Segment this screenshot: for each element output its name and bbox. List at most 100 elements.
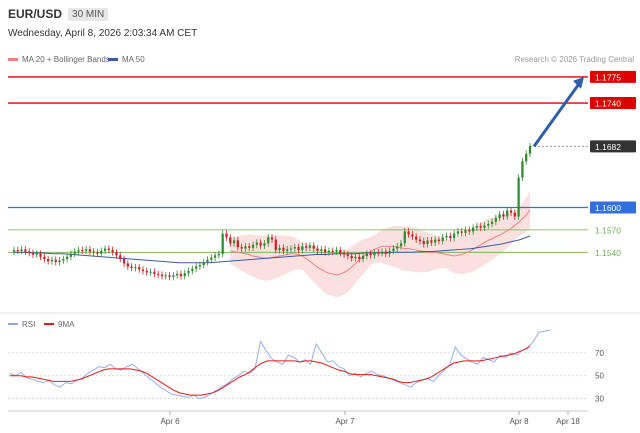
candle-body	[24, 249, 27, 252]
level-label-1.1540: 1.1540	[595, 248, 621, 258]
candle-body	[335, 250, 338, 252]
candle-body	[69, 253, 73, 257]
level-tag-1.1600	[590, 201, 636, 214]
candle-body	[358, 256, 361, 260]
candle-body	[134, 267, 137, 269]
candle-body	[160, 274, 164, 277]
candle-body	[153, 271, 156, 274]
candle-body	[39, 253, 42, 257]
candle-body	[471, 227, 475, 232]
candle-body	[244, 246, 247, 249]
candle-body	[502, 214, 505, 217]
candle-body	[403, 231, 406, 244]
candle-body	[221, 233, 224, 254]
candle-body	[240, 247, 243, 249]
candle-body	[513, 212, 516, 217]
level-label-1.1775: 1.1775	[595, 72, 621, 82]
candle-body	[528, 146, 532, 154]
candle-body	[308, 245, 312, 248]
candle-body	[164, 275, 167, 277]
candle-body	[434, 239, 437, 243]
candle-body	[456, 231, 460, 234]
symbol-label: EUR/USD	[8, 7, 63, 21]
candle-body	[47, 259, 50, 262]
candle-body	[305, 246, 308, 248]
forecast-arrow-shaft	[532, 83, 581, 148]
candle-body	[229, 237, 232, 244]
candle-body	[441, 237, 444, 242]
candle-body	[236, 240, 239, 248]
candle-body	[494, 217, 497, 222]
candle-body	[255, 242, 258, 245]
ma50-swatch	[108, 58, 118, 61]
legend-ma50-label: MA 50	[122, 55, 145, 64]
candle-body	[373, 252, 376, 256]
ma20-swatch	[8, 58, 18, 61]
candle-body	[312, 245, 315, 249]
candle-body	[191, 268, 194, 271]
candle-body	[73, 251, 76, 254]
candle-body	[396, 246, 399, 249]
candle-body	[54, 259, 57, 262]
candle-body	[506, 210, 509, 217]
candle-body	[58, 260, 61, 262]
candle-body	[267, 237, 270, 244]
header: EUR/USD 30 MIN	[8, 6, 109, 22]
candle-body	[115, 252, 118, 256]
candle-body	[187, 270, 190, 274]
candle-body	[35, 253, 38, 255]
candle-body	[361, 256, 365, 260]
candle-body	[437, 239, 441, 242]
candle-body	[130, 266, 133, 268]
candle-body	[149, 271, 152, 273]
candle-body	[411, 234, 414, 237]
candle-body	[449, 235, 452, 239]
candle-body	[198, 264, 202, 267]
level-tag-1.1740	[590, 97, 636, 110]
candle-body	[445, 235, 448, 238]
datetime-label: Wednesday, April 8, 2026 2:03:34 AM CET	[8, 28, 198, 39]
candle-body	[62, 259, 65, 261]
candle-body	[339, 250, 342, 254]
candle-body	[418, 239, 422, 242]
candle-body	[479, 226, 482, 228]
candle-body	[81, 250, 84, 252]
candle-body	[248, 246, 251, 248]
candle-body	[388, 250, 391, 254]
candle-body	[100, 250, 103, 254]
candle-body	[77, 250, 80, 252]
candle-body	[460, 231, 463, 233]
candle-body	[331, 250, 334, 252]
candle-body	[316, 248, 319, 251]
candle-body	[342, 253, 346, 255]
candle-body	[399, 243, 403, 247]
legend-ma50: MA 50	[108, 55, 145, 64]
candle-body	[16, 250, 19, 252]
legend-ma20-label: MA 20 + Bollinger Bands	[22, 55, 110, 64]
candle-body	[141, 269, 145, 271]
rsi-tick-30: 30	[595, 395, 604, 404]
rsi-ma-line	[10, 345, 531, 396]
timeframe-badge[interactable]: 30 MIN	[68, 7, 109, 21]
candle-body	[286, 249, 289, 251]
candle-body	[297, 247, 300, 251]
rsi-line	[9, 329, 551, 400]
candle-body	[122, 259, 126, 264]
rsi-tick-50: 50	[595, 372, 604, 381]
candle-body	[28, 251, 31, 254]
candle-body	[498, 214, 501, 218]
level-label-1.1570: 1.1570	[595, 225, 621, 235]
bollinger-band	[230, 191, 530, 298]
candle-body	[111, 250, 114, 253]
candle-body	[525, 153, 528, 162]
candle-body	[183, 273, 186, 277]
candle-body	[176, 273, 179, 276]
candle-body	[50, 259, 54, 262]
candle-body	[320, 249, 323, 251]
candle-body	[179, 273, 183, 277]
candle-body	[119, 255, 122, 260]
candle-body	[323, 249, 327, 253]
candle-body	[270, 237, 274, 240]
candle-body	[426, 240, 429, 245]
